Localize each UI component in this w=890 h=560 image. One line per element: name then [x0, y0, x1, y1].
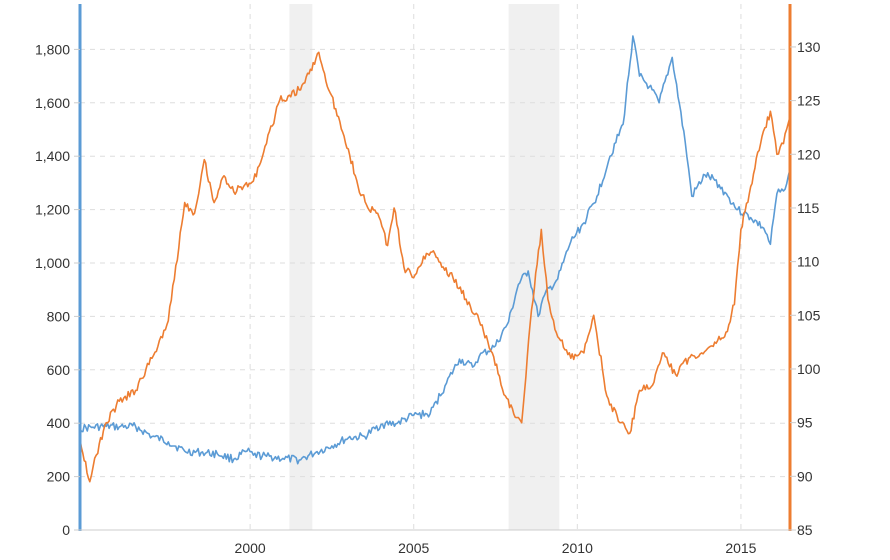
recession-shading [289, 4, 560, 530]
x-tick-label: 2005 [398, 540, 429, 556]
gridlines [80, 4, 790, 530]
left-tick-label: 1,400 [35, 148, 70, 164]
right-tick-label: 110 [797, 254, 820, 270]
x-tick-label: 2015 [725, 540, 756, 556]
x-tick-label: 2010 [562, 540, 593, 556]
series-lines [79, 35, 791, 483]
right-tick-label: 100 [797, 361, 821, 377]
shaded-period-1 [289, 4, 313, 530]
blue-series-line [79, 35, 791, 465]
left-tick-label: 400 [47, 415, 71, 431]
orange-series-line [79, 51, 791, 483]
shaded-period-2 [508, 4, 560, 530]
right-tick-label: 125 [797, 93, 821, 109]
left-tick-label: 1,200 [35, 202, 70, 218]
right-tick-label: 105 [797, 307, 821, 323]
right-tick-label: 85 [797, 522, 813, 538]
right-tick-label: 95 [797, 415, 813, 431]
right-tick-label: 90 [797, 468, 813, 484]
left-tick-label: 0 [62, 522, 70, 538]
tick-labels: 0 200 400 600 800 1,000 1,200 1,400 1,600 1,800 20… [35, 39, 821, 556]
left-tick-label: 800 [47, 308, 71, 324]
left-tick-label: 1,800 [35, 41, 70, 57]
left-tick-label: 200 [47, 469, 71, 485]
right-tick-label: 130 [797, 39, 821, 55]
left-tick-label: 1,600 [35, 95, 70, 111]
left-tick-label: 600 [47, 362, 71, 378]
axes [74, 4, 796, 531]
right-tick-label: 115 [797, 200, 820, 216]
right-tick-label: 120 [797, 146, 821, 162]
left-tick-label: 1,000 [35, 255, 70, 271]
x-tick-label: 2000 [235, 540, 266, 556]
